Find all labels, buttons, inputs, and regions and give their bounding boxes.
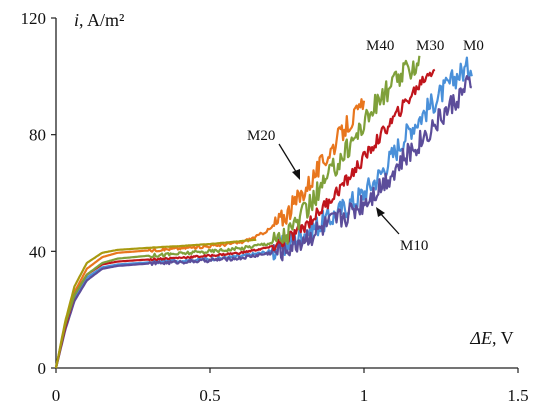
label-m0: M0 bbox=[463, 38, 484, 54]
y-tick-label: 40 bbox=[29, 242, 46, 261]
y-tick-label: 0 bbox=[38, 359, 47, 378]
x-tick-label: 1 bbox=[360, 386, 369, 405]
x-axis-var: ΔE bbox=[469, 328, 492, 348]
y-ticks: 0 40 80 120 bbox=[21, 9, 56, 378]
arrow-m10 bbox=[376, 207, 400, 235]
x-tick-label: 0 bbox=[52, 386, 61, 405]
x-axis-unit: , V bbox=[492, 328, 514, 348]
y-axis-var: i bbox=[74, 10, 79, 30]
series-line-m10 bbox=[54, 75, 473, 369]
y-axis-unit: , A/m² bbox=[79, 10, 124, 30]
label-m20: M20 bbox=[247, 128, 275, 144]
series-line-m20 bbox=[54, 98, 366, 369]
x-tick-label: 0.5 bbox=[199, 386, 220, 405]
series-line-trace-5 bbox=[54, 238, 257, 369]
y-axis-title: i, A/m² bbox=[74, 10, 124, 30]
label-m30: M30 bbox=[416, 38, 444, 54]
label-m10: M10 bbox=[400, 238, 428, 254]
arrow-m20 bbox=[278, 143, 300, 180]
x-axis-title: ΔE, V bbox=[469, 328, 513, 348]
x-tick-label: 1.5 bbox=[507, 386, 528, 405]
label-m40: M40 bbox=[366, 38, 394, 54]
series-line-m40 bbox=[54, 55, 421, 369]
series-group bbox=[54, 55, 473, 369]
x-ticks: 0 0.5 1 1.5 bbox=[52, 368, 529, 405]
y-tick-label: 120 bbox=[21, 9, 47, 28]
y-tick-label: 80 bbox=[29, 126, 46, 145]
series-line-m30 bbox=[54, 68, 436, 369]
